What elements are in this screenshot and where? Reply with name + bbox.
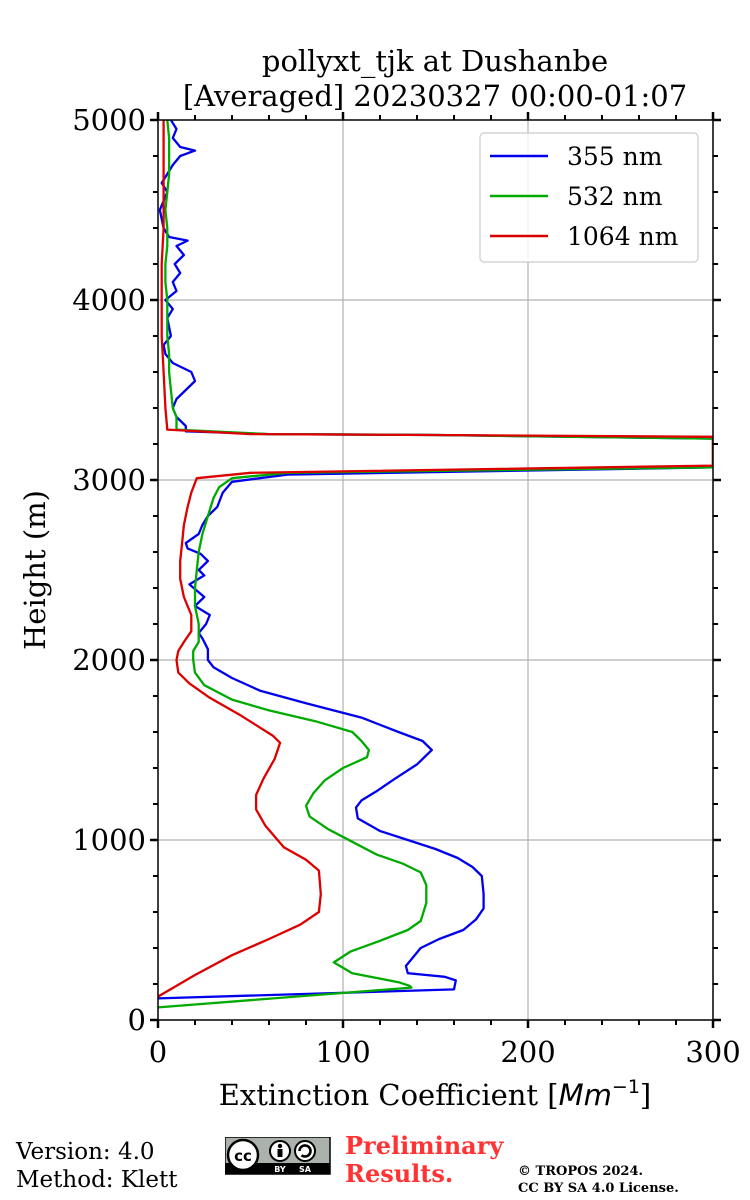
copyright-line2: CC BY SA 4.0 License. — [518, 1181, 679, 1196]
series-lines — [158, 120, 713, 1009]
copyright-line1: © TROPOS 2024. — [518, 1164, 644, 1179]
license-by-text: BY — [274, 1165, 286, 1174]
preliminary-results-line1: Preliminary — [345, 1131, 504, 1160]
y-tick-label: 0 — [128, 1003, 146, 1037]
x-axis-label: Extinction Coefficient [Mm−1] — [219, 1076, 652, 1112]
legend-label: 532 nm — [567, 182, 663, 211]
axes-frame — [157, 119, 714, 1021]
x-axis-label-exponent: −1 — [612, 1076, 640, 1098]
x-tick-label: 200 — [500, 1035, 555, 1069]
series-line-355-nm — [158, 120, 713, 1000]
plot-frame — [157, 119, 714, 1021]
method-text: Method: Klett — [16, 1167, 178, 1193]
y-tick-label: 1000 — [72, 823, 146, 857]
y-tick-label: 3000 — [72, 463, 146, 497]
x-axis-label-unit: Mm — [559, 1078, 612, 1112]
x-axis-label-prefix: Extinction Coefficient [ — [219, 1078, 559, 1112]
series-line-532-nm — [158, 120, 713, 1009]
chart-title-line1: pollyxt_tjk at Dushanbe — [262, 44, 608, 79]
chart-title-line2: [Averaged] 20230327 00:00-01:07 — [183, 79, 687, 113]
legend-box — [479, 132, 699, 263]
y-tick-label: 5000 — [72, 103, 146, 137]
legend-label: 355 nm — [567, 142, 663, 171]
extinction-profile-chart: pollyxt_tjk at Dushanbe [Averaged] 20230… — [18, 44, 741, 1112]
version-text: Version: 4.0 — [16, 1139, 155, 1165]
x-tick-label: 300 — [685, 1035, 740, 1069]
license-sa-text: SA — [299, 1165, 312, 1174]
preliminary-results-line2: Results. — [345, 1159, 454, 1188]
cc-by-sa-license-icon: cc BY SA — [225, 1137, 331, 1175]
y-tick-label: 2000 — [72, 643, 146, 677]
series-line-1064-nm — [158, 120, 713, 998]
x-tick-label: 0 — [149, 1035, 167, 1069]
y-tick-label: 4000 — [72, 283, 146, 317]
legend: 355 nm 532 nm 1064 nm — [479, 132, 699, 263]
y-axis-label: Height (m) — [18, 490, 52, 650]
x-axis-label-suffix: ] — [640, 1078, 651, 1112]
legend-label: 1064 nm — [567, 222, 679, 251]
x-tick-label: 100 — [315, 1035, 370, 1069]
cc-text: cc — [234, 1147, 252, 1165]
tick-marks — [150, 112, 721, 1028]
